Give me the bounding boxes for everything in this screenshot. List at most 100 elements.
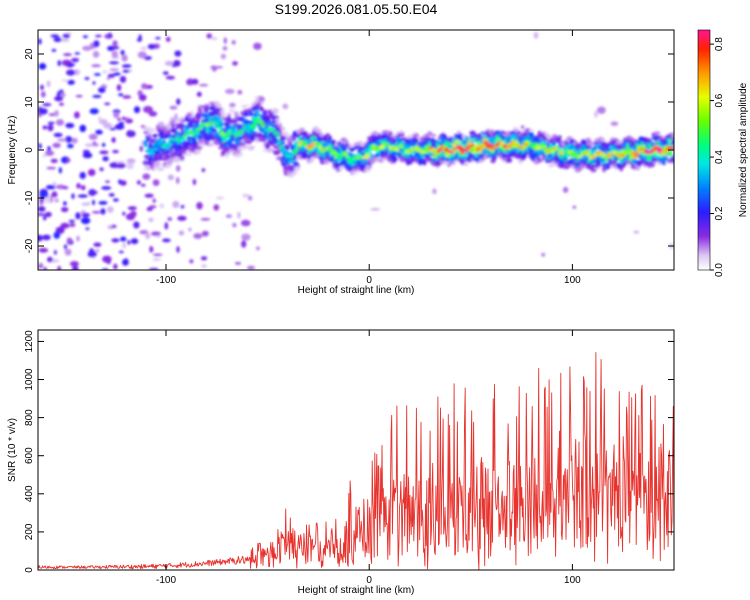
noise-blob <box>111 50 119 58</box>
noise-blob <box>200 256 208 261</box>
noise-blob <box>53 231 61 239</box>
signal-blob <box>413 133 420 139</box>
signal-blob <box>462 134 467 139</box>
signal-blob <box>640 157 644 161</box>
noise-blob <box>68 219 75 223</box>
signal-blob <box>261 102 264 105</box>
noise-blob <box>61 186 69 190</box>
signal-blob <box>671 141 674 145</box>
noise-blob <box>109 68 120 72</box>
noise-blob <box>188 78 193 86</box>
signal-blob <box>264 144 271 150</box>
noise-blob <box>79 124 87 133</box>
noise-blob <box>39 201 43 206</box>
signal-blob <box>237 147 243 151</box>
colorbar-tick-label: 0.2 <box>714 206 725 220</box>
noise-blob <box>130 210 137 218</box>
noise-blob <box>88 190 99 195</box>
colorbar-tick-label: 0.4 <box>714 150 725 164</box>
signal-blob <box>287 139 293 144</box>
signal-blob <box>199 109 202 113</box>
signal-blob <box>233 151 238 156</box>
signal-blob <box>188 116 192 119</box>
noise-blob <box>148 205 157 209</box>
signal-core <box>364 153 371 158</box>
signal-blob <box>176 153 183 158</box>
signal-blob <box>427 131 433 136</box>
signal-blob <box>505 140 511 143</box>
noise-blob <box>102 156 109 162</box>
signal-blob <box>241 104 247 108</box>
signal-blob <box>379 140 385 143</box>
noise-blob <box>176 98 181 105</box>
signal-blob <box>226 120 229 126</box>
noise-blob <box>172 200 180 209</box>
noise-blob <box>572 205 577 209</box>
signal-blob <box>222 144 227 148</box>
signal-blob <box>217 103 222 108</box>
signal-blob <box>166 131 171 136</box>
signal-blob <box>385 151 389 155</box>
signal-blob <box>277 123 282 128</box>
signal-blob <box>198 111 203 115</box>
noise-blob <box>200 264 208 268</box>
signal-core <box>592 153 600 157</box>
noise-blob <box>149 245 153 253</box>
noise-blob <box>121 54 128 62</box>
signal-blob <box>553 143 556 146</box>
signal-blob <box>275 118 280 122</box>
signal-blob <box>431 139 436 143</box>
signal-blob <box>205 108 209 113</box>
signal-blob <box>315 128 322 131</box>
y-tick-label: -20 <box>24 238 35 253</box>
signal-blob <box>583 159 588 163</box>
noise-blob <box>562 186 569 193</box>
signal-blob <box>595 163 602 167</box>
signal-blob <box>628 136 634 140</box>
spectrogram-x-ticks: -100 0 100 <box>156 30 581 286</box>
signal-blob <box>148 132 152 137</box>
signal-blob <box>179 123 184 128</box>
signal-blob <box>517 156 522 160</box>
signal-core <box>278 145 285 148</box>
colorbar-tick-label: 0.6 <box>714 93 725 107</box>
y-tick-label: 0 <box>24 567 35 573</box>
signal-core <box>218 129 224 133</box>
noise-blob <box>66 237 73 245</box>
noise-blob <box>210 37 218 41</box>
signal-blob <box>511 133 515 136</box>
signal-blob <box>474 152 479 158</box>
noise-blob <box>533 31 539 39</box>
noise-blob <box>38 234 43 242</box>
signal-blob <box>236 114 239 119</box>
signal-blob <box>665 156 669 159</box>
signal-blob <box>670 134 674 138</box>
noise-blob <box>121 64 132 68</box>
signal-blob <box>148 142 152 148</box>
signal-core <box>479 145 486 148</box>
noise-blob <box>61 79 69 82</box>
signal-core <box>253 120 259 124</box>
noise-blob <box>137 51 147 59</box>
noise-blob <box>105 180 110 183</box>
noise-blob <box>74 52 81 55</box>
signal-blob <box>469 130 476 136</box>
noise-blob <box>111 238 120 243</box>
noise-blob <box>164 61 174 66</box>
snr-x-label: Height of straight line (km) <box>298 585 415 596</box>
noise-blob <box>81 202 91 206</box>
signal-blob <box>224 147 231 151</box>
noise-blob <box>102 255 112 263</box>
signal-blob <box>292 138 296 141</box>
noise-blob <box>108 193 115 197</box>
noise-blob <box>67 79 75 85</box>
noise-blob <box>62 33 71 39</box>
noise-blob <box>152 179 160 187</box>
signal-blob <box>285 133 290 138</box>
signal-blob <box>529 129 534 132</box>
signal-blob <box>280 127 286 131</box>
noise-blob <box>109 127 116 131</box>
signal-blob <box>666 138 672 142</box>
noise-blob <box>51 48 57 52</box>
noise-blob <box>196 202 203 210</box>
